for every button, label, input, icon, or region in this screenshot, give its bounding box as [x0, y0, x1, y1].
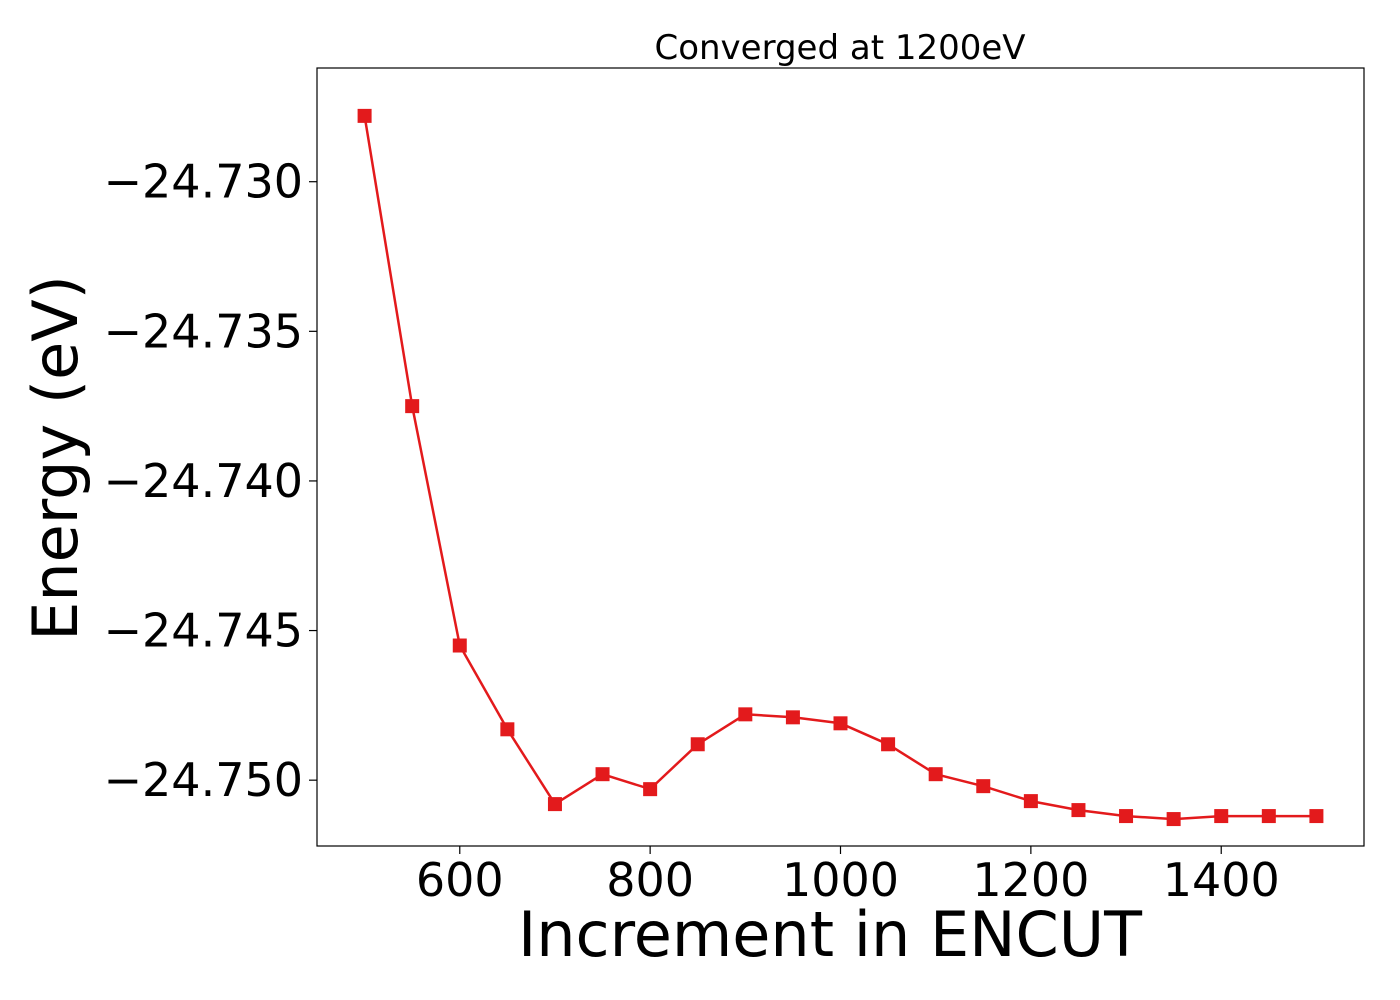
data-point-marker	[928, 767, 943, 782]
data-point-marker	[357, 108, 372, 123]
x-tick-label: 600	[416, 853, 504, 907]
y-axis-label: Energy (eV)	[19, 275, 92, 641]
data-point-marker	[1023, 794, 1038, 809]
x-tick-label: 800	[606, 853, 694, 907]
data-point-marker	[1309, 809, 1324, 824]
y-tick-label: −24.735	[104, 304, 304, 358]
data-point-marker	[976, 779, 991, 794]
data-point-marker	[1261, 809, 1276, 824]
data-point-marker	[405, 399, 420, 414]
data-point-marker	[833, 716, 848, 731]
data-point-marker	[452, 638, 467, 653]
x-axis-label: Increment in ENCUT	[518, 898, 1143, 971]
y-tick-label: −24.730	[104, 155, 304, 209]
series-line	[363, 115, 1317, 821]
x-tick-label: 1400	[1163, 853, 1280, 907]
data-point-marker	[595, 767, 610, 782]
y-axis-ticks: −24.730 −24.735 −24.740 −24.745 −24.750	[104, 155, 317, 807]
chart-title: Converged at 1200eV	[654, 28, 1025, 68]
x-tick-label: 1000	[782, 853, 899, 907]
data-point-marker	[738, 707, 753, 722]
data-point-marker	[690, 737, 705, 752]
data-point-marker	[1166, 812, 1181, 827]
data-point-marker	[1119, 809, 1134, 824]
data-point-marker	[881, 737, 896, 752]
data-point-marker	[500, 722, 515, 737]
y-tick-label: −24.740	[104, 454, 304, 508]
data-point-marker	[547, 797, 562, 812]
data-point-marker	[1214, 809, 1229, 824]
y-tick-label: −24.750	[104, 753, 304, 807]
data-point-marker	[785, 710, 800, 725]
y-tick-label: −24.745	[104, 604, 304, 658]
x-tick-label: 1200	[972, 853, 1089, 907]
series-layer	[357, 108, 1324, 827]
data-point-marker	[643, 782, 658, 797]
x-axis-ticks: 600 800 1000 1200 1400	[416, 846, 1280, 907]
data-point-marker	[1071, 803, 1086, 818]
